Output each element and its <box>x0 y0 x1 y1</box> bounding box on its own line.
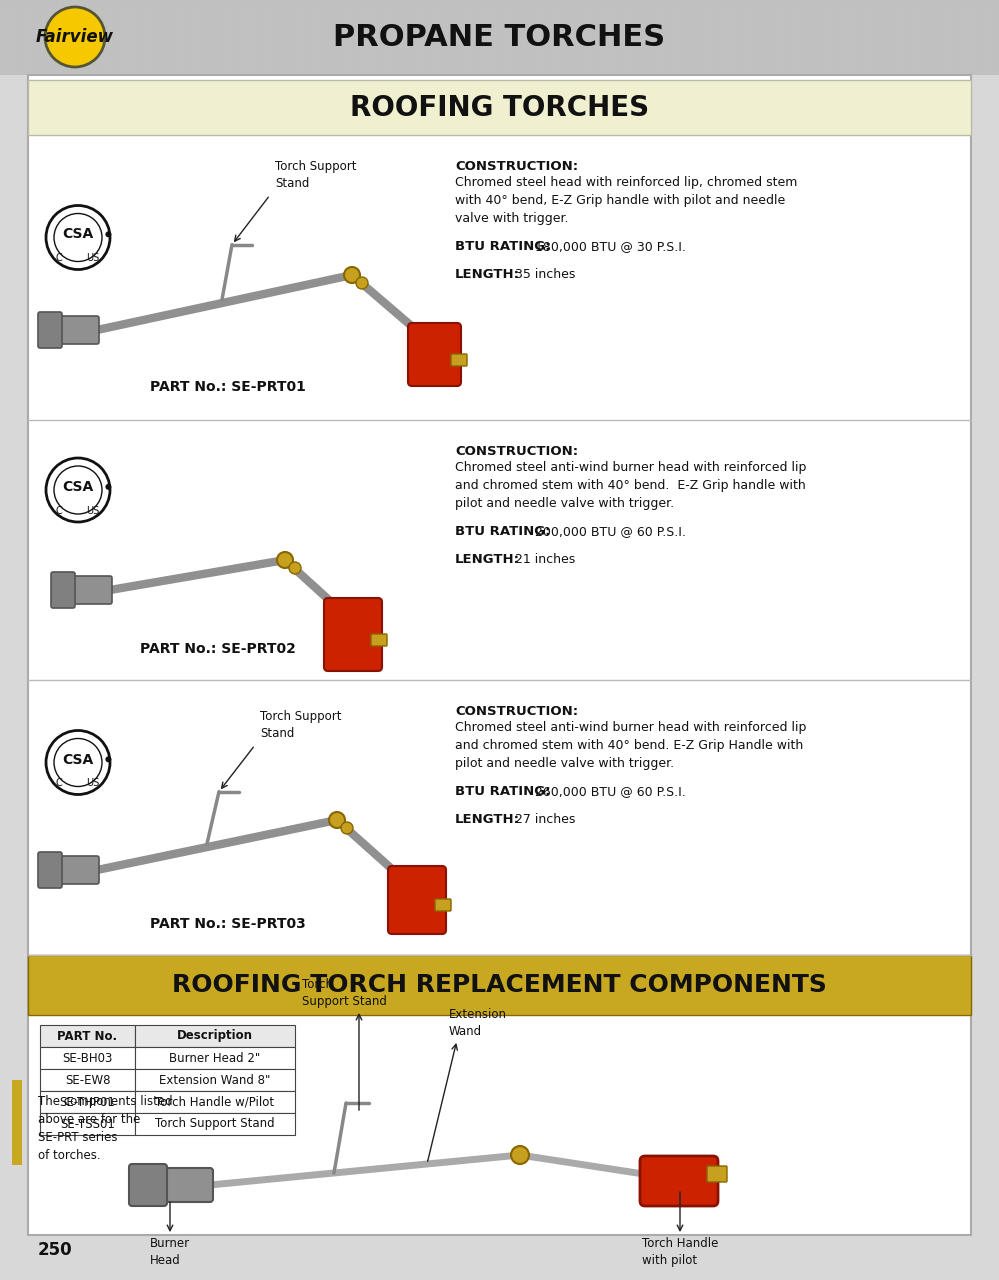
Text: The components listed
above are for the
SE-PRT series
of torches.: The components listed above are for the … <box>38 1094 173 1162</box>
Circle shape <box>344 268 360 283</box>
FancyBboxPatch shape <box>435 899 451 911</box>
Text: LENGTH:: LENGTH: <box>455 268 520 282</box>
Text: PART No.: SE-PRT02: PART No.: SE-PRT02 <box>140 643 296 655</box>
Text: Torch Support
Stand: Torch Support Stand <box>275 160 357 189</box>
FancyBboxPatch shape <box>388 867 446 934</box>
Text: Torch Handle
with pilot: Torch Handle with pilot <box>641 1236 718 1267</box>
Circle shape <box>277 552 293 568</box>
Text: Extension
Wand: Extension Wand <box>449 1009 507 1038</box>
Text: CONSTRUCTION:: CONSTRUCTION: <box>455 445 578 458</box>
FancyBboxPatch shape <box>68 576 112 604</box>
Text: 180,000 BTU @ 30 P.S.I.: 180,000 BTU @ 30 P.S.I. <box>535 241 686 253</box>
Bar <box>40 1025 135 1047</box>
Text: PART No.: SE-PRT03: PART No.: SE-PRT03 <box>150 916 306 931</box>
Circle shape <box>106 232 112 237</box>
Bar <box>40 1069 135 1091</box>
Text: Torch Support Stand: Torch Support Stand <box>155 1117 275 1130</box>
FancyBboxPatch shape <box>707 1166 727 1181</box>
Text: LENGTH:: LENGTH: <box>455 553 520 566</box>
FancyBboxPatch shape <box>451 355 467 366</box>
Text: Burner Head 2": Burner Head 2" <box>170 1051 261 1065</box>
Text: ROOFING TORCHES: ROOFING TORCHES <box>350 93 649 122</box>
FancyBboxPatch shape <box>55 316 99 344</box>
Text: Chromed steel head with reinforced lip, chromed stem
with 40° bend, E-Z Grip han: Chromed steel head with reinforced lip, … <box>455 175 797 225</box>
Circle shape <box>54 739 102 786</box>
Bar <box>135 1069 295 1091</box>
Text: 260,000 BTU @ 60 P.S.I.: 260,000 BTU @ 60 P.S.I. <box>535 785 685 797</box>
Bar <box>0 0 999 76</box>
Text: CSA: CSA <box>62 753 94 767</box>
Circle shape <box>356 276 368 289</box>
Text: PART No.: PART No. <box>57 1029 118 1042</box>
Text: Torch Support
Stand: Torch Support Stand <box>260 710 342 740</box>
Circle shape <box>106 484 112 490</box>
Bar <box>40 1114 135 1135</box>
Bar <box>135 1047 295 1069</box>
Text: Fairview: Fairview <box>36 28 114 46</box>
Text: CONSTRUCTION:: CONSTRUCTION: <box>455 160 578 173</box>
Text: Chromed steel anti-wind burner head with reinforced lip
and chromed stem with 40: Chromed steel anti-wind burner head with… <box>455 721 806 771</box>
Text: BTU RATING:: BTU RATING: <box>455 785 550 797</box>
Bar <box>28 955 971 1015</box>
Text: US: US <box>86 778 99 788</box>
Bar <box>135 1025 295 1047</box>
Circle shape <box>341 822 353 835</box>
Text: US: US <box>86 506 99 516</box>
Text: ROOFING TORCH REPLACEMENT COMPONENTS: ROOFING TORCH REPLACEMENT COMPONENTS <box>172 973 827 997</box>
Text: Torch
Support Stand: Torch Support Stand <box>302 978 387 1009</box>
Text: SE-THP01: SE-THP01 <box>60 1096 116 1108</box>
Circle shape <box>54 466 102 515</box>
Text: Chromed steel anti-wind burner head with reinforced lip
and chromed stem with 40: Chromed steel anti-wind burner head with… <box>455 461 806 509</box>
Bar <box>40 1047 135 1069</box>
Text: US: US <box>86 253 99 264</box>
Text: Torch Handle w/Pilot: Torch Handle w/Pilot <box>156 1096 275 1108</box>
Text: SE-BH03: SE-BH03 <box>62 1051 113 1065</box>
FancyBboxPatch shape <box>371 634 387 646</box>
FancyBboxPatch shape <box>157 1167 213 1202</box>
Circle shape <box>329 812 345 828</box>
Circle shape <box>54 214 102 261</box>
FancyBboxPatch shape <box>408 323 461 387</box>
Text: Extension Wand 8": Extension Wand 8" <box>159 1074 271 1087</box>
Text: Burner
Head: Burner Head <box>150 1236 190 1267</box>
Text: 27 inches: 27 inches <box>515 813 575 826</box>
Text: C: C <box>55 778 62 788</box>
FancyBboxPatch shape <box>38 852 62 888</box>
Bar <box>12 1080 22 1165</box>
Text: CSA: CSA <box>62 228 94 242</box>
FancyBboxPatch shape <box>38 312 62 348</box>
FancyBboxPatch shape <box>51 572 75 608</box>
Text: 200,000 BTU @ 60 P.S.I.: 200,000 BTU @ 60 P.S.I. <box>535 525 686 538</box>
Bar <box>40 1091 135 1114</box>
FancyBboxPatch shape <box>55 856 99 884</box>
FancyBboxPatch shape <box>129 1164 167 1206</box>
Bar <box>135 1114 295 1135</box>
Circle shape <box>289 562 301 573</box>
Text: BTU RATING:: BTU RATING: <box>455 525 550 538</box>
Circle shape <box>46 458 110 522</box>
Text: C: C <box>55 253 62 264</box>
Circle shape <box>46 731 110 795</box>
Text: CONSTRUCTION:: CONSTRUCTION: <box>455 705 578 718</box>
Bar <box>135 1091 295 1114</box>
Text: PART No.: SE-PRT01: PART No.: SE-PRT01 <box>150 380 306 394</box>
Circle shape <box>45 6 105 67</box>
Circle shape <box>511 1146 529 1164</box>
Text: PROPANE TORCHES: PROPANE TORCHES <box>334 23 665 51</box>
Text: SE-TSS01: SE-TSS01 <box>60 1117 115 1130</box>
Text: BTU RATING:: BTU RATING: <box>455 241 550 253</box>
Text: 35 inches: 35 inches <box>515 268 575 282</box>
FancyBboxPatch shape <box>640 1156 718 1206</box>
Bar <box>28 79 971 134</box>
Circle shape <box>46 206 110 270</box>
Text: 21 inches: 21 inches <box>515 553 575 566</box>
FancyBboxPatch shape <box>324 598 382 671</box>
Circle shape <box>106 756 112 763</box>
Text: C: C <box>55 506 62 516</box>
Text: Description: Description <box>177 1029 253 1042</box>
Text: CSA: CSA <box>62 480 94 494</box>
Text: LENGTH:: LENGTH: <box>455 813 520 826</box>
Text: 250: 250 <box>38 1242 73 1260</box>
Text: SE-EW8: SE-EW8 <box>65 1074 110 1087</box>
